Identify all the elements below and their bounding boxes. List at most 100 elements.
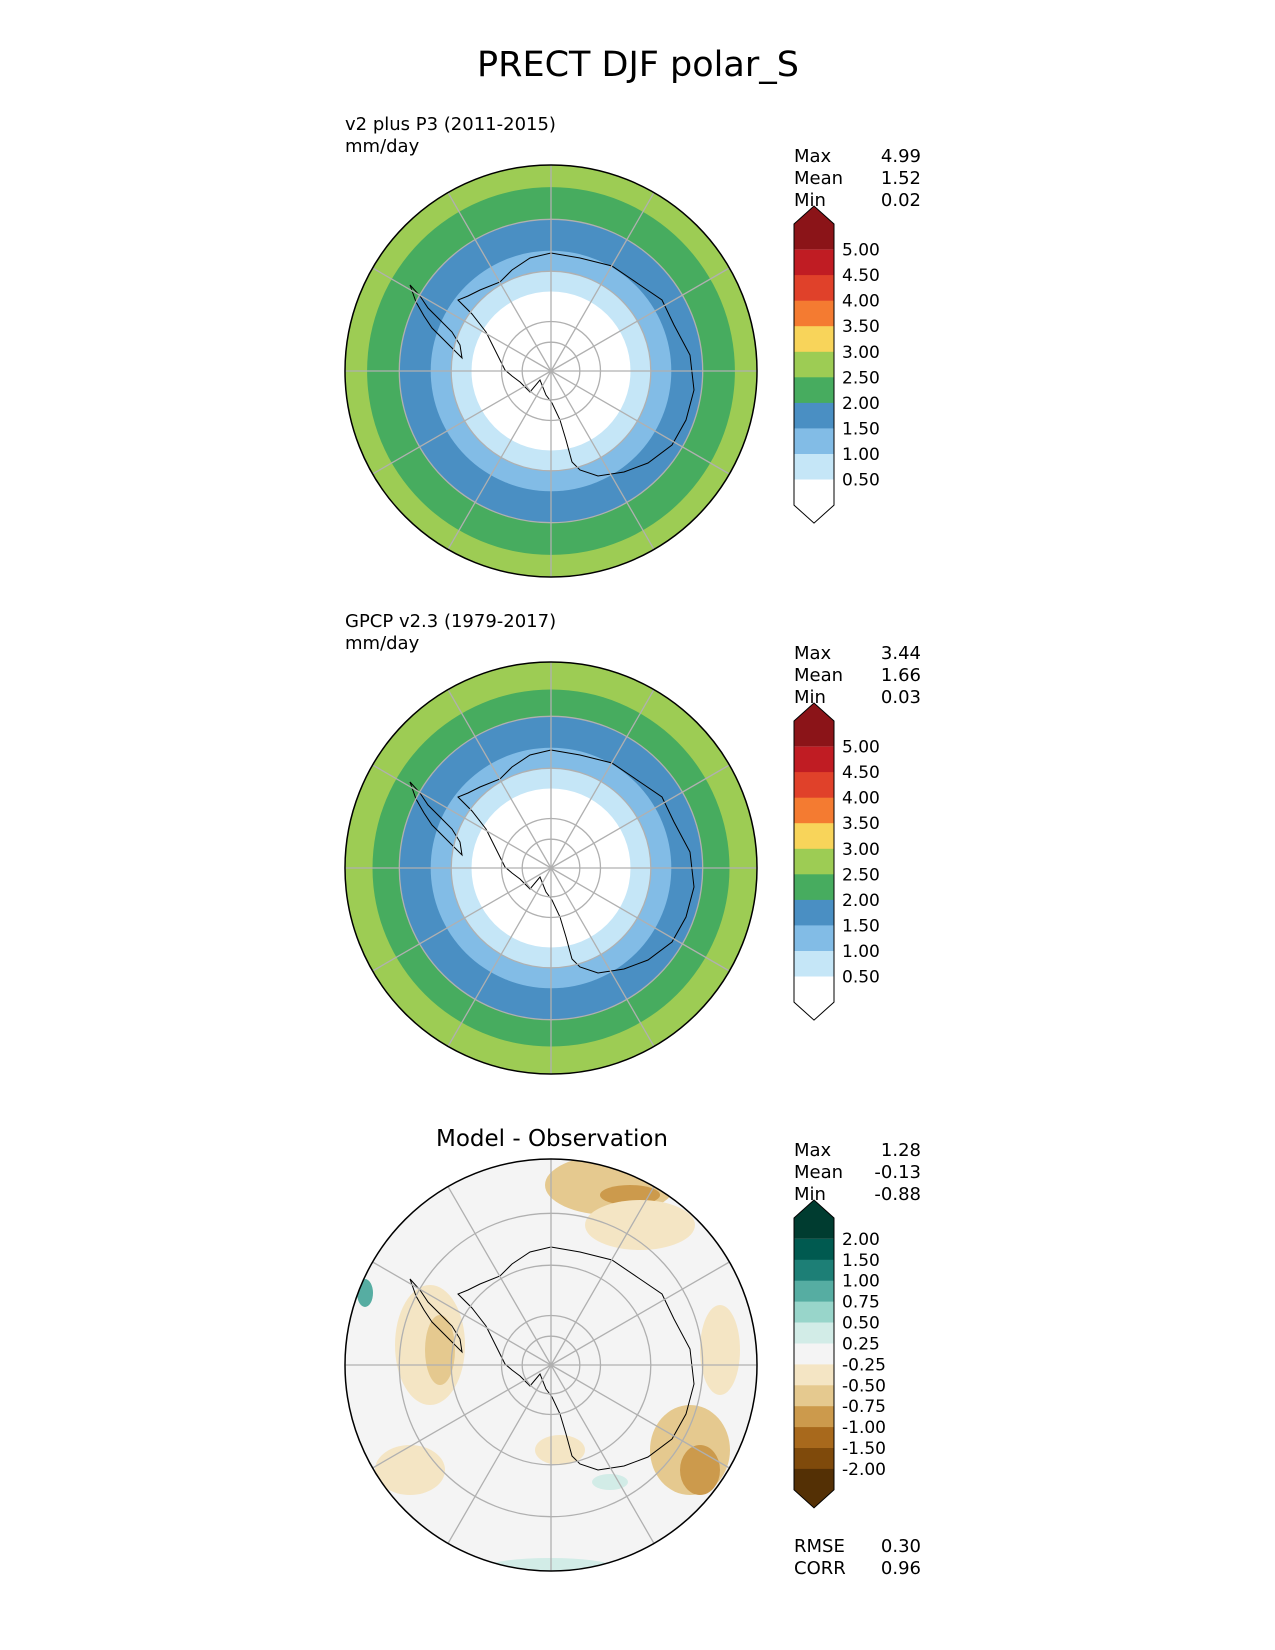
- colorbar-segment: [794, 1364, 834, 1386]
- stat-min-label: Min: [794, 1184, 826, 1205]
- colorbar-tick-label: -0.25: [842, 1355, 886, 1375]
- stat-max-label: Max: [794, 1140, 832, 1161]
- map-boundary: [344, 164, 758, 578]
- colorbar-tick-label: 4.50: [842, 763, 880, 783]
- map: [345, 1159, 757, 1571]
- panel-title: v2 plus P3 (2011-2015): [345, 114, 556, 135]
- stat-max-value: 4.99: [881, 146, 921, 167]
- colorbar-segment: [794, 1259, 834, 1282]
- graticule: [345, 165, 757, 577]
- colorbar-segment: [794, 1280, 834, 1303]
- colorbar-segment: [794, 899, 834, 926]
- metric-corr-value: 0.96: [881, 1558, 921, 1579]
- meridian-line: [372, 764, 552, 869]
- meridian-line: [447, 867, 552, 1047]
- colorbar-segment: [794, 951, 834, 978]
- meridian-line: [372, 867, 552, 972]
- colorbar-segment: [794, 1448, 834, 1470]
- colorbar-segment: [794, 275, 834, 302]
- meridian-line: [550, 1261, 730, 1366]
- coastline: [409, 1246, 695, 1471]
- colorbar-segment: [794, 428, 834, 455]
- stat-max-label: Max: [794, 643, 832, 664]
- anomaly-patch: [600, 1185, 660, 1205]
- colorbar-segment: [794, 377, 834, 404]
- colorbar-tick-label: 5.00: [842, 241, 880, 261]
- meridian-line: [550, 867, 730, 972]
- colorbar-extend-top: [794, 703, 834, 747]
- colorbar-segment: [794, 874, 834, 901]
- meridian-line: [372, 1364, 552, 1469]
- colorbar-tick-label: 3.50: [842, 317, 880, 337]
- metric-corr-label: CORR: [794, 1558, 846, 1579]
- stat-min-value: -0.88: [874, 1184, 921, 1205]
- colorbar-segment: [794, 249, 834, 276]
- colorbar-tick-label: 2.50: [842, 368, 880, 388]
- colorbar-outline: [793, 702, 835, 1021]
- colorbar-tick-label: 4.00: [842, 292, 880, 312]
- colorbar-tick-label: 0.50: [842, 471, 880, 491]
- colorbar-tick-label: 4.50: [842, 266, 880, 286]
- panel-units: mm/day: [345, 136, 420, 157]
- meridian-line: [447, 1186, 552, 1366]
- colorbar-segment: [794, 772, 834, 799]
- stat-min-value: 0.02: [881, 190, 921, 211]
- stat-max-label: Max: [794, 146, 832, 167]
- metrics-block: RMSE 0.30 CORR 0.96: [794, 1536, 921, 1579]
- colorbar-extend-bottom: [794, 479, 834, 524]
- colorbar-tick-label: 3.50: [842, 814, 880, 834]
- anomaly-patches: [357, 1159, 740, 1571]
- colorbar-segment: [794, 1385, 834, 1407]
- colorbar-segment: [794, 746, 834, 773]
- colorbar-segment: [794, 402, 834, 429]
- meridian-line: [550, 1364, 730, 1469]
- meridian-line: [550, 764, 730, 869]
- anomaly-patch: [680, 1445, 720, 1495]
- meridian-line: [372, 267, 552, 372]
- stats-block: Max 4.99 Mean 1.52 Min 0.02: [794, 146, 921, 211]
- graticule: [345, 662, 757, 1074]
- colorbar-tick-label: 2.00: [842, 891, 880, 911]
- panel-title: Model - Observation: [436, 1126, 668, 1152]
- colorbar-segment: [794, 1427, 834, 1449]
- anomaly-patch: [592, 1474, 628, 1490]
- meridian-line: [372, 370, 552, 475]
- colorbar-tick-label: -0.75: [842, 1397, 886, 1417]
- colorbar-segment: [794, 1322, 834, 1344]
- colorbar-tick-label: 1.00: [842, 942, 880, 962]
- colorbar-tick-label: -0.50: [842, 1376, 886, 1396]
- meridian-line: [372, 1261, 552, 1366]
- colorbar-tick-label: 0.25: [842, 1335, 880, 1355]
- map: [345, 662, 757, 1074]
- colorbar-tick-label: 1.00: [842, 1272, 880, 1292]
- colorbar-segment: [794, 823, 834, 850]
- stat-mean-value: -0.13: [874, 1162, 921, 1183]
- colorbar-tick-label: 2.00: [842, 1230, 880, 1250]
- panel-model: v2 plus P3 (2011-2015) mm/day Max 4.99 M…: [344, 114, 921, 578]
- colorbar-tick-label: -1.00: [842, 1418, 886, 1438]
- colorbar-segment: [794, 454, 834, 481]
- stat-mean-label: Mean: [794, 1162, 843, 1183]
- stats-block: Max 3.44 Mean 1.66 Min 0.03: [794, 643, 921, 708]
- meridian-line: [447, 1364, 552, 1544]
- stat-min-value: 0.03: [881, 687, 921, 708]
- colorbar-tick-label: 1.50: [842, 1251, 880, 1271]
- colorbar-tick-label: 3.00: [842, 343, 880, 363]
- panel-observation: GPCP v2.3 (1979-2017) mm/day Max 3.44 Me…: [344, 611, 921, 1075]
- anomaly-patch: [535, 1435, 585, 1465]
- colorbar: 0.50 1.00 1.50 2.00 2.50 3.00 3.50 4.00 4.50 5.00: [793, 702, 880, 1021]
- colorbar-segment: [794, 300, 834, 327]
- colorbar-outline: [793, 1199, 835, 1509]
- colorbar-segment: [794, 1238, 834, 1261]
- map: [345, 165, 757, 577]
- stat-min-label: Min: [794, 687, 826, 708]
- stat-mean-value: 1.66: [881, 665, 921, 686]
- stat-mean-value: 1.52: [881, 168, 921, 189]
- anomaly-patch: [425, 1315, 455, 1385]
- colorbar-tick-label: 3.00: [842, 840, 880, 860]
- meridian-line: [550, 192, 655, 372]
- metric-rmse-value: 0.30: [881, 1536, 921, 1557]
- colorbar: -2.00-1.50-1.00-0.75-0.50-0.250.250.500.…: [793, 1199, 886, 1509]
- metric-rmse-label: RMSE: [794, 1536, 845, 1557]
- map-boundary: [344, 661, 758, 1075]
